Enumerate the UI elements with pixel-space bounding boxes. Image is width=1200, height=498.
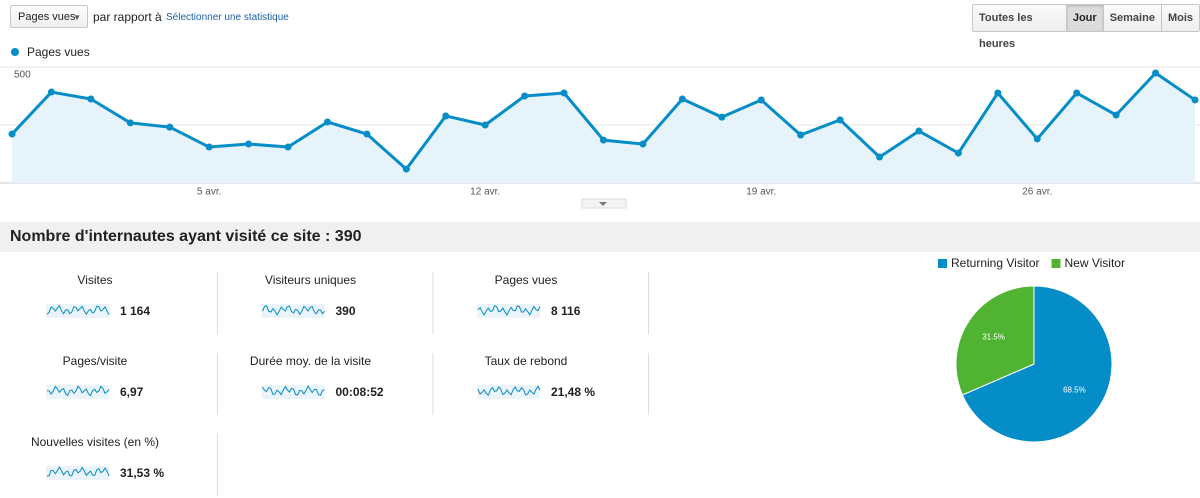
metric-value: 21,48 % [551, 385, 595, 399]
point [797, 131, 805, 139]
point [678, 95, 686, 103]
point [836, 116, 844, 124]
point [718, 113, 726, 121]
y-tick-label: 500 [14, 70, 31, 81]
point [166, 123, 174, 131]
metric-select[interactable]: Pages vues ▼ [10, 5, 88, 28]
compare-label: par rapport à [93, 10, 162, 24]
x-tick-label: 5 avr. [197, 187, 221, 198]
metric-value: 8 116 [551, 304, 581, 318]
metric-label: Visites [77, 273, 112, 287]
point [876, 153, 884, 161]
legend-marker [938, 259, 947, 268]
point [915, 127, 923, 135]
sparkline-bg [261, 385, 325, 399]
summary-band: Nombre d'internautes ayant visité ce sit… [0, 222, 1200, 252]
point [87, 95, 95, 103]
point [639, 140, 647, 148]
point [363, 130, 371, 138]
point [205, 143, 213, 151]
period-button[interactable]: Jour [1065, 5, 1103, 31]
x-tick-label: 19 avr. [746, 187, 776, 198]
sparkline [262, 305, 325, 316]
legend-marker [1051, 259, 1061, 268]
point [402, 165, 410, 173]
legend-label: Pages vues [27, 45, 90, 59]
sparkline [262, 385, 325, 396]
pie-slice [955, 285, 1035, 396]
metric-value: 31,53 % [120, 466, 164, 480]
period-button[interactable]: Mois [1160, 5, 1199, 31]
metric-label: Durée moy. de la visite [250, 354, 371, 368]
point [323, 118, 331, 126]
sparkline [477, 305, 541, 316]
metric-label: Nouvelles visites (en %) [31, 435, 159, 449]
legend-label: Returning Visitor [951, 256, 1040, 270]
sparkline-bg [46, 385, 109, 399]
point [994, 89, 1002, 97]
metric-label: Pages/visite [63, 354, 128, 368]
slice-label: 68.5% [1063, 386, 1086, 395]
sparkline [46, 385, 110, 397]
metric-label: Taux de rebond [485, 354, 568, 368]
point [1152, 69, 1160, 77]
legend-marker [11, 48, 19, 56]
metric-value: 390 [336, 304, 356, 318]
collapse-arrow [599, 202, 607, 206]
compare-link[interactable]: Sélectionner une statistique [166, 12, 289, 23]
period-button[interactable]: Semaine [1102, 5, 1161, 31]
period-buttons: Toutes les heures Jour Semaine Mois [972, 4, 1200, 50]
point [245, 140, 253, 148]
legend-label: New Visitor [1065, 256, 1125, 270]
metric-label: Pages vues [495, 273, 558, 287]
sparkline [477, 385, 541, 396]
summary-title: Nombre d'internautes ayant visité ce sit… [10, 228, 362, 245]
slice-label: 31.5% [982, 333, 1005, 342]
metric-label: Visiteurs uniques [265, 273, 356, 287]
point [954, 149, 962, 157]
x-tick-label: 12 avr. [470, 187, 500, 198]
area [12, 73, 1195, 183]
point [47, 88, 55, 96]
point [8, 130, 16, 138]
pie-slice [961, 285, 1113, 443]
point [126, 119, 134, 127]
metric-value: 6,97 [120, 385, 144, 399]
point [284, 143, 292, 151]
period-button[interactable]: Toutes les heures [973, 5, 1066, 50]
metric-value: 1 164 [120, 304, 150, 318]
dropdown-arrow: ▼ [73, 13, 81, 22]
point [521, 92, 529, 100]
point [560, 89, 568, 97]
sparkline [46, 466, 110, 477]
metric-value: 00:08:52 [336, 385, 384, 399]
point [757, 96, 765, 104]
sparkline [46, 304, 110, 316]
x-tick-label: 26 avr. [1022, 187, 1052, 198]
point [600, 136, 607, 144]
point [1033, 135, 1041, 143]
point [442, 112, 450, 120]
point [481, 121, 489, 129]
point [1112, 111, 1120, 119]
point [1073, 89, 1081, 97]
point [1191, 96, 1199, 104]
metric-select-text: Pages vues [18, 11, 76, 23]
